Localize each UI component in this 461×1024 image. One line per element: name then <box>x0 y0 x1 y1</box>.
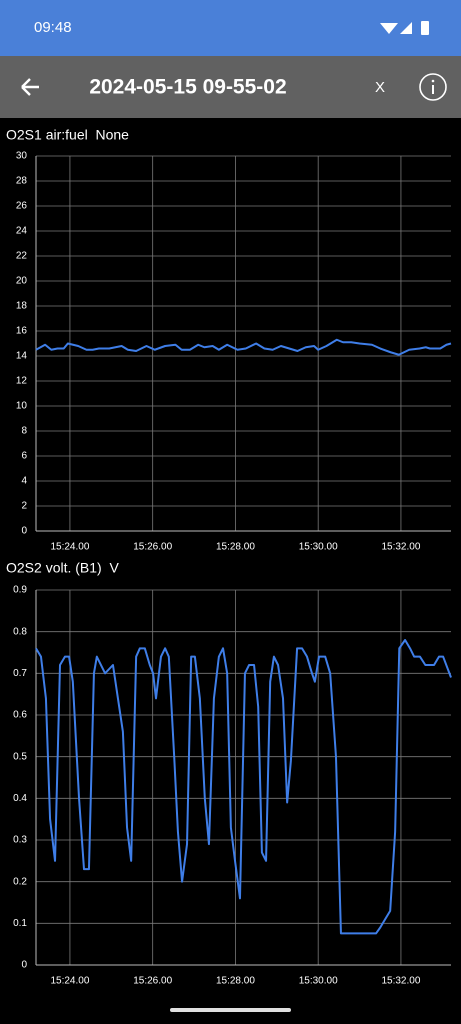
y-tick-label: 16 <box>16 326 28 337</box>
y-tick-label: 2 <box>21 501 27 512</box>
x-tick-label: 15:30.00 <box>299 976 338 987</box>
wifi-icon <box>380 23 398 34</box>
x-tick-label: 15:26.00 <box>133 976 172 987</box>
y-tick-label: 12 <box>16 376 28 387</box>
y-tick-label: 0.4 <box>13 793 27 804</box>
close-button[interactable]: X <box>375 79 385 96</box>
info-circle <box>419 73 447 101</box>
y-tick-label: 6 <box>21 451 27 462</box>
back-arrow <box>21 78 39 96</box>
battery-icon <box>421 21 429 35</box>
y-tick-label: 14 <box>16 351 28 362</box>
y-tick-label: 0.7 <box>13 668 27 679</box>
chart-title: O2S2 volt. (B1) V <box>6 560 119 576</box>
y-tick-label: 0.8 <box>13 626 27 637</box>
x-tick-label: 15:32.00 <box>381 542 420 553</box>
y-tick-label: 20 <box>16 276 28 287</box>
y-tick-label: 30 <box>16 151 28 162</box>
app-title: 2024-05-15 09-55-02 <box>89 76 286 99</box>
info-button[interactable] <box>419 73 447 101</box>
info-dot <box>431 79 435 83</box>
x-tick-label: 15:24.00 <box>50 976 89 987</box>
y-tick-label: 24 <box>16 226 28 237</box>
status-time: 09:48 <box>34 19 72 36</box>
info-stem <box>432 85 434 94</box>
y-tick-label: 22 <box>16 251 28 262</box>
y-tick-label: 0.1 <box>13 918 27 929</box>
x-tick-label: 15:28.00 <box>216 542 255 553</box>
app-bar <box>0 56 461 118</box>
x-tick-label: 15:24.00 <box>50 542 89 553</box>
x-tick-label: 15:26.00 <box>133 542 172 553</box>
y-tick-label: 0 <box>21 960 27 971</box>
data-line <box>35 338 452 356</box>
y-tick-label: 10 <box>16 401 28 412</box>
y-tick-label: 0.9 <box>13 585 27 596</box>
data-line <box>35 639 452 935</box>
x-tick-label: 15:28.00 <box>216 976 255 987</box>
y-tick-label: 4 <box>21 476 27 487</box>
y-tick-label: 0.5 <box>13 751 27 762</box>
x-tick-label: 15:30.00 <box>299 542 338 553</box>
y-tick-label: 8 <box>21 426 27 437</box>
y-tick-label: 28 <box>16 176 28 187</box>
chart-title: O2S1 air:fuel None <box>6 127 129 143</box>
y-tick-label: 0.2 <box>13 876 27 887</box>
y-tick-label: 0.3 <box>13 835 27 846</box>
y-tick-label: 0 <box>21 526 27 537</box>
back-button[interactable] <box>21 78 39 96</box>
nav-handle <box>170 1008 291 1012</box>
y-tick-label: 0.6 <box>13 710 27 721</box>
y-tick-label: 26 <box>16 201 28 212</box>
x-tick-label: 15:32.00 <box>381 976 420 987</box>
signal-icon <box>400 22 412 34</box>
y-tick-label: 18 <box>16 301 28 312</box>
